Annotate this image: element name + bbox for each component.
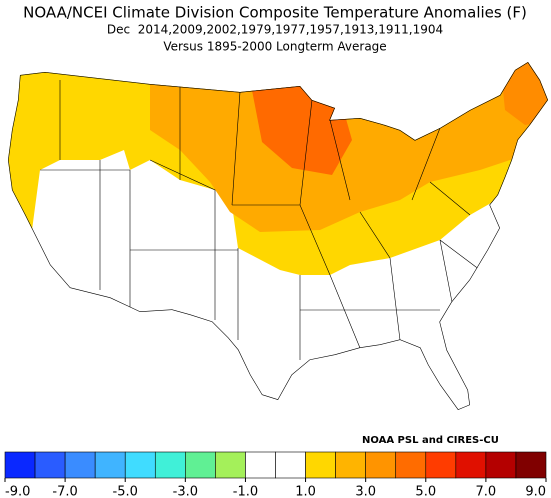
colorbar-box (185, 451, 216, 479)
colorbar-box (154, 451, 186, 479)
colorbar-box (305, 451, 336, 479)
colorbar-tick-label: 9.0 (525, 485, 546, 498)
colorbar-tick-label: 1.0 (295, 485, 316, 498)
colorbar-box (245, 451, 276, 479)
colorbar-box (365, 451, 397, 479)
baseline-note: Versus 1895-2000 Longterm Average (163, 40, 386, 54)
colorbar-box (335, 451, 366, 479)
colorbar-tick-label: 5.0 (415, 485, 436, 498)
credit: NOAA PSL and CIRES-CU (362, 435, 499, 446)
title: NOAA/NCEI Climate Division Composite Tem… (23, 4, 527, 22)
division-lines (40, 80, 481, 360)
colorbar-tick-label: -7.0 (52, 485, 77, 498)
colorbar-box (275, 451, 306, 479)
colorbar-box (94, 451, 126, 479)
colorbar-box (425, 451, 457, 479)
subtitle: Dec 2014,2009,2002,1979,1977,1957,1913,1… (107, 23, 443, 37)
colorbar-box (515, 451, 547, 479)
us-outline (8, 62, 548, 410)
colorbar-tick-label: -5.0 (113, 485, 138, 498)
colorbar-box (455, 451, 487, 479)
colorbar-tick-label: 7.0 (476, 485, 497, 498)
colorbar-tick-label: -3.0 (173, 485, 198, 498)
colorbar-box (485, 451, 517, 479)
colorbar-box (124, 451, 156, 479)
colorbar-box (4, 451, 36, 479)
colorbar-box (395, 451, 427, 479)
colorbar-box (215, 451, 246, 479)
colorbar-box (64, 451, 96, 479)
colorbar-tick-label: -1.0 (233, 485, 258, 498)
colorbar-box (34, 451, 66, 479)
map (8, 62, 548, 410)
colorbar-tick-label: 3.0 (355, 485, 376, 498)
colorbar-tick-label: -9.0 (5, 485, 30, 498)
